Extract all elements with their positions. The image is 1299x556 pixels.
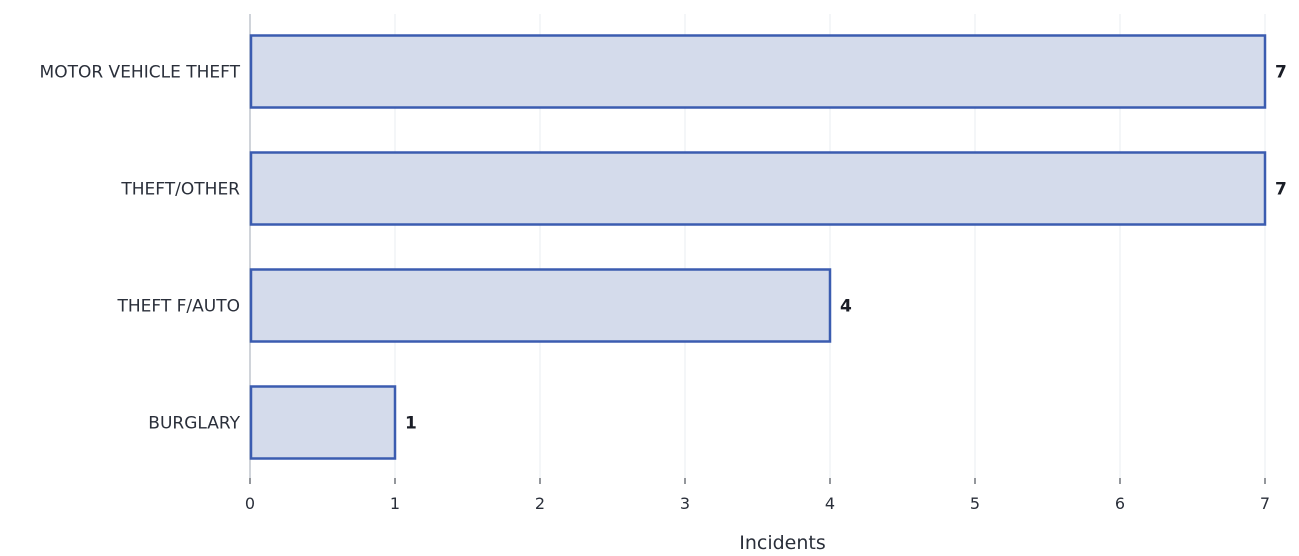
x-tick-label: 0 xyxy=(245,494,255,513)
x-tick-label: 6 xyxy=(1115,494,1125,513)
x-tick-label: 4 xyxy=(825,494,835,513)
x-tick-label: 2 xyxy=(535,494,545,513)
bar xyxy=(249,268,832,343)
x-tick-label: 5 xyxy=(970,494,980,513)
category-label: THEFT/OTHER xyxy=(120,180,240,200)
category-label: THEFT F/AUTO xyxy=(116,297,240,317)
bar-layer xyxy=(249,34,1267,460)
category-label: MOTOR VEHICLE THEFT xyxy=(40,63,241,83)
x-axis-title: Incidents xyxy=(739,532,826,554)
label-layer: MOTOR VEHICLE THEFT 7 THEFT/OTHER 7 THEFT F/… xyxy=(40,63,1287,434)
bar xyxy=(249,385,397,460)
value-label: 7 xyxy=(1275,180,1287,200)
x-tick-label: 1 xyxy=(390,494,400,513)
x-tick-label: 7 xyxy=(1260,494,1270,513)
bar xyxy=(249,34,1267,109)
bar xyxy=(249,151,1267,226)
value-label: 1 xyxy=(405,414,417,434)
x-tick-label: 3 xyxy=(680,494,690,513)
value-label: 4 xyxy=(840,297,852,317)
category-label: BURGLARY xyxy=(148,414,240,434)
value-label: 7 xyxy=(1275,63,1287,83)
